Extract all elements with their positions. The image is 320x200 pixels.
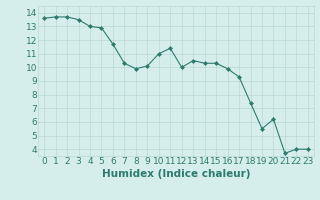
X-axis label: Humidex (Indice chaleur): Humidex (Indice chaleur) [102,169,250,179]
